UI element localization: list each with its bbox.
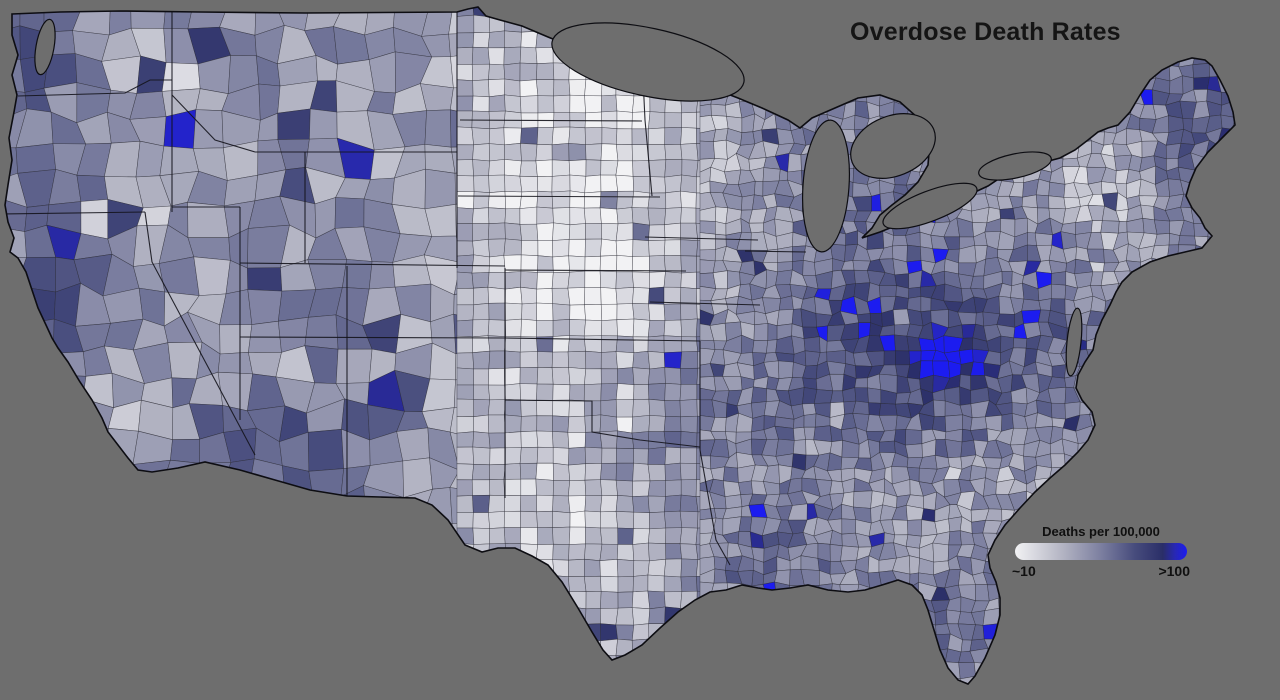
map-title: Overdose Death Rates — [850, 18, 1121, 46]
legend-min-label: ~10 — [1012, 563, 1036, 579]
legend-max-label: >100 — [1158, 563, 1190, 579]
legend: Deaths per 100,000 ~10 >100 — [1012, 524, 1190, 579]
legend-label: Deaths per 100,000 — [1042, 524, 1160, 539]
great-lakes-and-bays — [34, 18, 1083, 377]
state-border-lines — [5, 12, 807, 566]
legend-gradient-bar — [1015, 543, 1187, 560]
national-outline — [4, 6, 1236, 685]
legend-ticks: ~10 >100 — [1012, 563, 1190, 579]
